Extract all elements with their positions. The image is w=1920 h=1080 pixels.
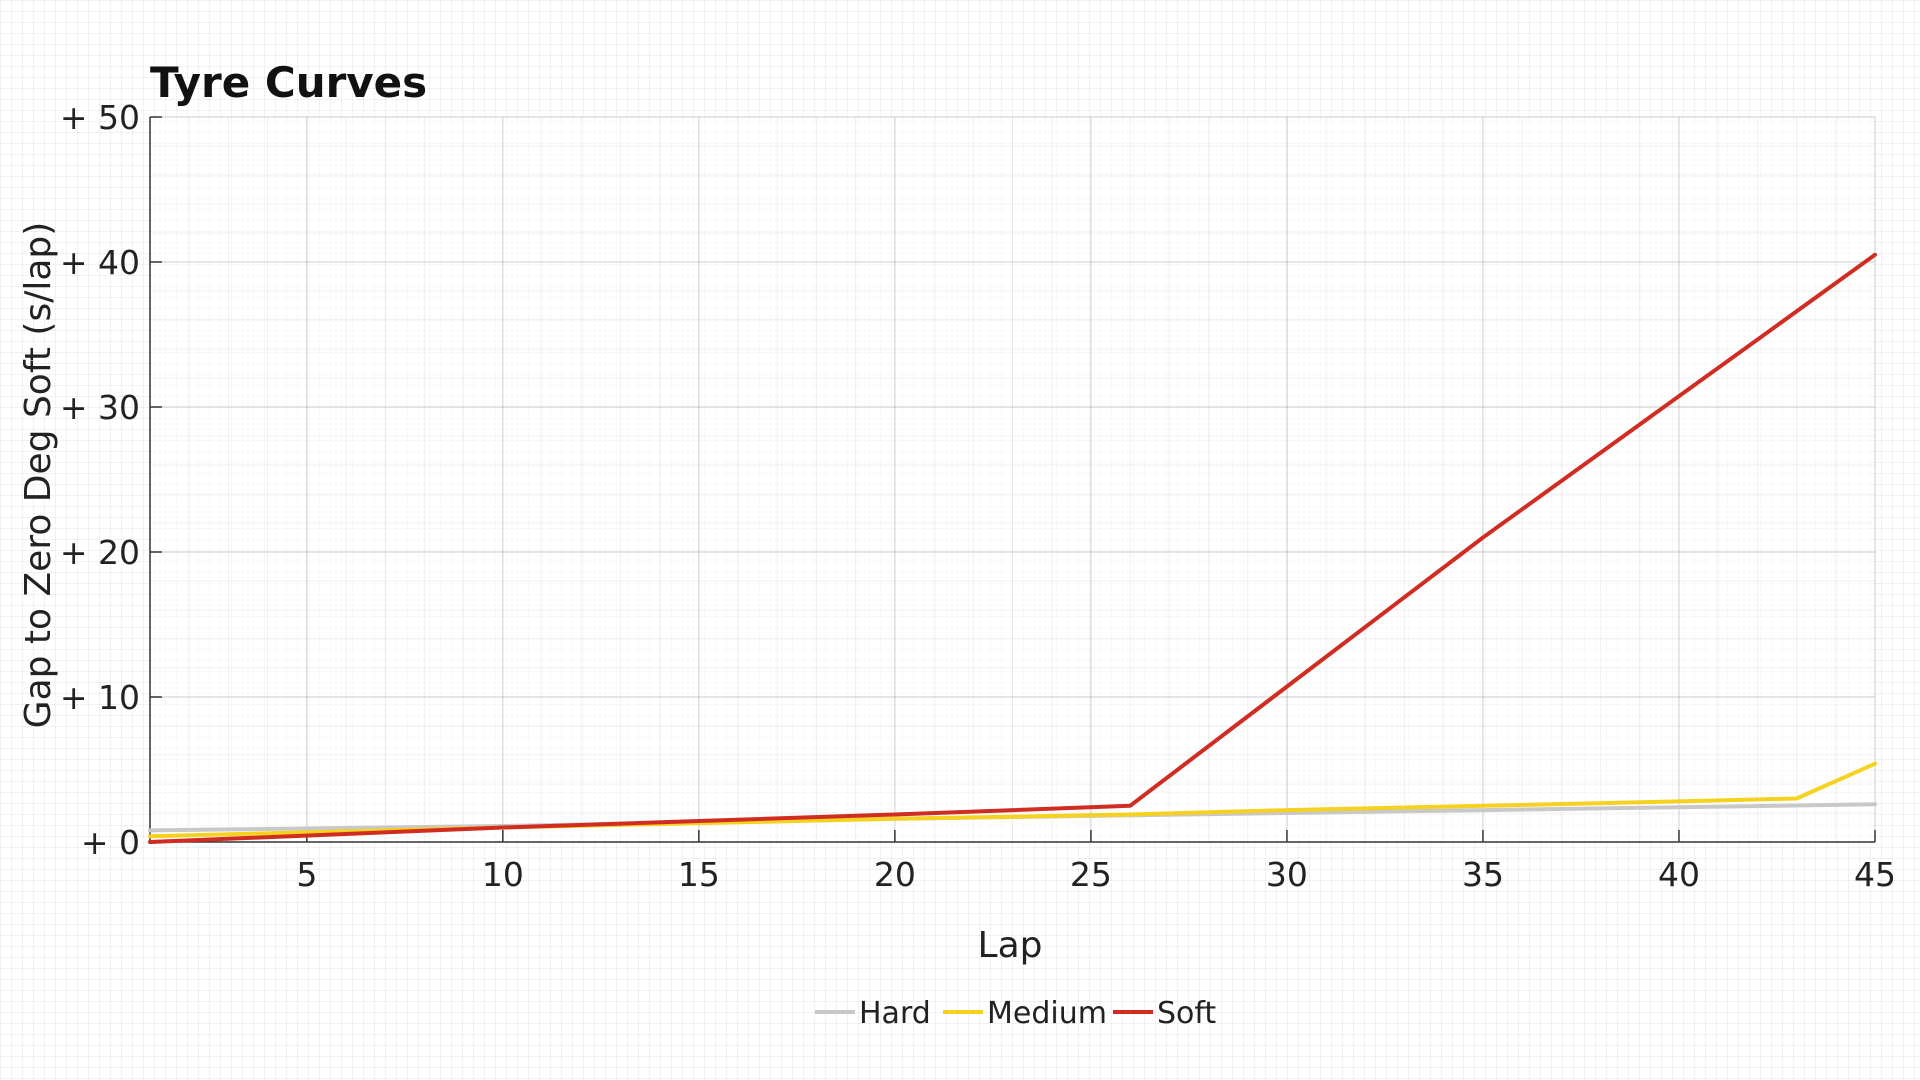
y-tick-label: + 30 — [60, 388, 140, 427]
ticks-layer: 5 10 15 20 25 30 35 40 45 + 0 + 10 + 20 + 30 + 40 + 50 — [60, 98, 1896, 894]
y-tick-label: + 50 — [60, 98, 140, 137]
x-tick-label: 15 — [678, 855, 720, 894]
legend-label: Hard — [859, 996, 931, 1031]
y-axis-label: Gap to Zero Deg Soft (s/lap) — [18, 222, 59, 729]
x-tick-label: 40 — [1658, 855, 1700, 894]
legend: Hard Medium Soft — [815, 996, 1216, 1031]
legend-label: Medium — [987, 996, 1107, 1031]
y-tick-label: + 40 — [60, 243, 140, 282]
x-tick-label: 20 — [874, 855, 916, 894]
x-tick-label: 45 — [1854, 855, 1896, 894]
x-axis-label: Lap — [978, 925, 1043, 966]
series-layer — [148, 252, 1877, 844]
x-tick-label: 35 — [1462, 855, 1504, 894]
axes-layer — [149, 117, 1875, 843]
legend-item-medium: Medium — [943, 996, 1107, 1031]
legend-item-hard: Hard — [815, 996, 931, 1031]
x-tick-label: 10 — [482, 855, 524, 894]
y-tick-label: + 20 — [60, 533, 140, 572]
x-tick-label: 25 — [1070, 855, 1112, 894]
legend-label: Soft — [1157, 996, 1216, 1031]
y-tick-label: + 10 — [60, 678, 140, 717]
chart-title: Tyre Curves — [150, 58, 427, 107]
legend-item-soft: Soft — [1113, 996, 1216, 1031]
series-line-soft — [148, 252, 1877, 844]
y-tick-label: + 0 — [81, 823, 140, 862]
x-tick-label: 30 — [1266, 855, 1308, 894]
plot-area — [150, 117, 1875, 842]
grid-layer — [149, 116, 1876, 843]
x-tick-label: 5 — [296, 855, 317, 894]
